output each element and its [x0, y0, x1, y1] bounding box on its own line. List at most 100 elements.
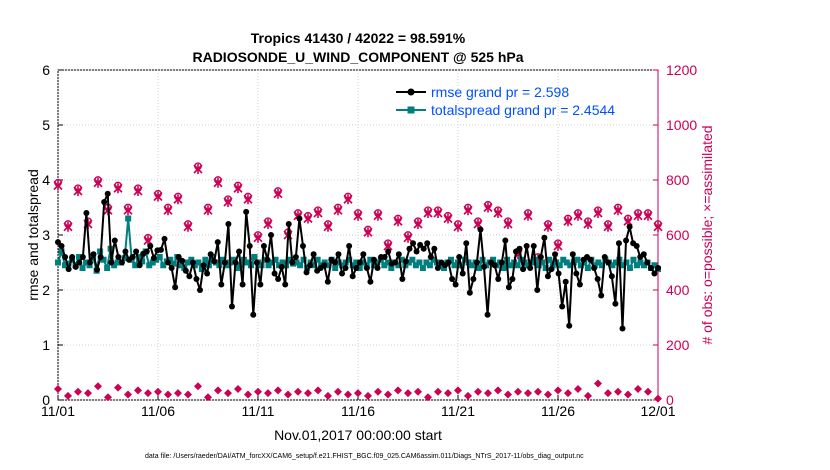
totalspread-point — [160, 262, 167, 269]
totalspread-point — [626, 265, 633, 271]
obs-count-bottom-point — [624, 390, 632, 399]
rmse-point — [463, 240, 470, 247]
obs-assimilated-point — [203, 205, 213, 216]
rmse-point — [651, 270, 658, 277]
rmse-point — [470, 276, 477, 282]
rmse-point — [129, 254, 136, 260]
obs-assimilated-point — [273, 188, 283, 199]
totalspread-point — [381, 262, 388, 269]
y-tick-label: 1 — [42, 337, 50, 353]
rmse-point — [537, 254, 544, 260]
obs-assimilated-point — [523, 210, 533, 221]
totalspread-point — [476, 265, 483, 271]
totalspread-point — [104, 265, 111, 271]
rmse-point — [587, 256, 594, 263]
obs-count-bottom-point — [254, 387, 262, 396]
rmse-point — [346, 243, 353, 249]
obs-count-bottom-point — [594, 379, 602, 388]
obs-count-bottom-point — [384, 390, 392, 399]
rmse-point — [502, 237, 509, 244]
obs-assimilated-point — [573, 210, 583, 221]
obs-assimilated-point — [223, 197, 233, 207]
totalspread-point — [542, 265, 549, 271]
obs-count-bottom-point — [64, 391, 72, 400]
totalspread-point — [170, 260, 177, 267]
obs-assimilated-point — [603, 221, 613, 232]
rmse-point — [608, 273, 615, 280]
obs-count-bottom-point — [634, 385, 642, 393]
totalspread-point — [184, 259, 191, 266]
x-tick-label: 11/26 — [541, 403, 575, 419]
totalspread-point — [609, 262, 616, 269]
y2-tick-label: 1000 — [666, 117, 697, 133]
rmse-point — [370, 256, 377, 263]
obs-assimilated-point — [343, 194, 353, 205]
x-tick-label: 11/21 — [441, 403, 475, 419]
totalspread-point — [244, 259, 251, 266]
rmse-point — [612, 300, 619, 307]
obs-count-bottom-point — [414, 387, 422, 396]
totalspread-point — [58, 248, 65, 255]
obs-assimilated-point — [553, 241, 563, 251]
x-tick-label: 11/16 — [341, 403, 375, 419]
totalspread-point — [114, 259, 121, 266]
rmse-point — [218, 281, 225, 288]
obs-assimilated-point — [583, 219, 593, 229]
rmse-point — [598, 292, 605, 299]
obs-assimilated-point — [393, 216, 403, 227]
y2-tick-label: 600 — [666, 227, 690, 243]
totalspread-point — [300, 256, 307, 263]
rmse-point — [434, 265, 441, 271]
rmse-point — [292, 254, 299, 260]
rmse-point — [520, 266, 527, 273]
rmse-point — [150, 255, 157, 262]
totalspread-point — [451, 262, 458, 269]
totalspread-point — [111, 262, 118, 269]
obs-count-bottom-point — [534, 387, 542, 396]
obs-count-bottom-point — [324, 391, 332, 400]
rmse-point — [619, 325, 626, 332]
rmse-point — [55, 239, 61, 246]
rmse-point — [601, 254, 608, 260]
obs-assimilated-point — [503, 219, 513, 229]
totalspread-point — [612, 259, 619, 266]
obs-count-bottom-point — [114, 383, 122, 392]
totalspread-point — [651, 262, 658, 269]
rmse-point — [605, 259, 612, 266]
totalspread-point — [276, 262, 283, 269]
rmse-point — [324, 278, 331, 285]
obs-assimilated-point — [73, 186, 83, 196]
obs-assimilated-point — [183, 221, 193, 232]
rmse-point — [101, 199, 108, 205]
rmse-point — [509, 276, 516, 282]
rmse-point — [566, 322, 573, 329]
obs-assimilated-point — [493, 208, 503, 218]
rmse-point — [214, 239, 221, 246]
totalspread-point — [311, 262, 318, 269]
y-tick-label: 6 — [42, 62, 50, 78]
obs-count-bottom-point — [434, 387, 442, 396]
y2-tick-label: 400 — [666, 282, 690, 298]
rmse-point — [374, 265, 381, 271]
y-tick-label: 3 — [42, 227, 50, 243]
obs-count-bottom-point — [394, 386, 402, 395]
rmse-point — [445, 259, 452, 266]
totalspread-point — [640, 262, 647, 269]
totalspread-point — [356, 265, 363, 271]
totalspread-point — [286, 256, 293, 263]
rmse-point — [253, 259, 260, 266]
rmse-point — [623, 237, 630, 244]
rmse-point — [264, 256, 271, 263]
rmse-point — [157, 246, 164, 253]
totalspread-point — [332, 265, 339, 271]
totalspread-point — [556, 262, 563, 269]
rmse-point — [331, 259, 338, 266]
rmse-point — [133, 248, 140, 255]
rmse-point — [296, 215, 303, 222]
rmse-point — [399, 276, 406, 282]
obs-assimilated-point — [323, 221, 333, 232]
totalspread-point — [339, 262, 346, 269]
obs-count-bottom-point — [124, 390, 132, 399]
x-tick-label: 11/06 — [141, 403, 175, 419]
obs-count-bottom-point — [304, 389, 312, 398]
